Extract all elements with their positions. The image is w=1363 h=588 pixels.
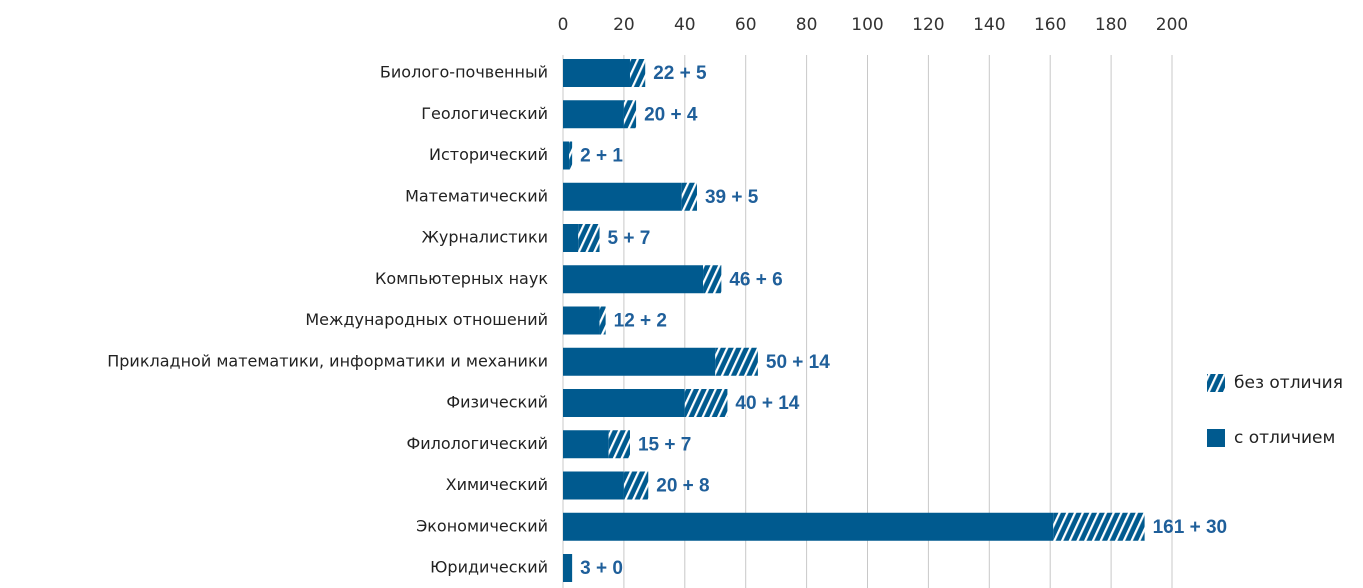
legend-swatch: [1207, 374, 1225, 392]
bar-segment: [629, 59, 646, 87]
x-tick-label: 160: [1034, 15, 1066, 35]
legend-label: с отличием: [1234, 428, 1335, 448]
data-label: 50 + 14: [766, 352, 830, 373]
data-label: 3 + 0: [580, 558, 623, 579]
x-tick-label: 20: [613, 15, 635, 35]
bar-segment: [563, 59, 630, 87]
data-label: 20 + 4: [644, 104, 698, 125]
bar-segment: [563, 347, 716, 376]
bar-segment: [608, 430, 630, 459]
category-label: Прикладной математики, информатики и мех…: [107, 351, 548, 370]
bar-segment: [563, 224, 579, 252]
data-label: 12 + 2: [614, 311, 667, 332]
x-tick-label: 80: [796, 15, 818, 35]
category-label: Компьютерных наук: [375, 269, 548, 288]
x-tick-label: 140: [973, 15, 1005, 35]
data-label: 22 + 5: [653, 63, 707, 84]
data-label: 161 + 30: [1153, 517, 1228, 538]
category-label: Юридический: [430, 558, 548, 577]
x-tick-label: 120: [912, 15, 944, 35]
bar-segment: [563, 554, 573, 582]
bar-segment: [569, 141, 573, 170]
bar-segment: [563, 512, 1054, 541]
bar-segment: [599, 306, 606, 335]
x-tick-label: 100: [851, 15, 883, 35]
data-label: 39 + 5: [705, 187, 759, 208]
category-label: Исторический: [429, 145, 548, 164]
x-tick-label: 40: [674, 15, 696, 35]
category-label: Международных отношений: [305, 310, 548, 329]
data-label: 20 + 8: [656, 476, 709, 497]
category-label: Химический: [446, 475, 548, 494]
x-tick-label: 180: [1095, 15, 1127, 35]
bar-segment: [703, 265, 722, 294]
data-label: 46 + 6: [729, 269, 782, 290]
category-label: Физический: [446, 393, 548, 412]
x-tick-label: 200: [1156, 15, 1188, 35]
data-label: 15 + 7: [638, 434, 691, 455]
bar-segment: [623, 471, 649, 500]
bar-segment: [563, 389, 685, 417]
bar-segment: [563, 265, 704, 294]
category-label: Филологический: [406, 434, 548, 453]
x-tick-label: 0: [558, 15, 569, 35]
data-label: 5 + 7: [608, 228, 651, 249]
bar-segment: [563, 182, 682, 211]
bar-segment: [715, 347, 758, 376]
bar-segment: [563, 141, 570, 170]
bar-segment: [1053, 512, 1145, 541]
category-label: Геологический: [421, 104, 548, 123]
bar-segment: [681, 182, 697, 211]
legend-label: без отличия: [1234, 373, 1343, 393]
bar-segment: [578, 224, 600, 252]
category-label: Экономический: [416, 516, 548, 535]
bar-segment: [623, 100, 637, 129]
bar-segment: [563, 430, 609, 459]
category-label: Журналистики: [422, 228, 548, 247]
category-label: Биолого-почвенный: [380, 63, 548, 82]
bar-segment: [684, 389, 728, 417]
data-label: 2 + 1: [580, 146, 623, 167]
x-tick-label: 60: [735, 15, 757, 35]
bar-segment: [563, 100, 624, 129]
data-label: 40 + 14: [735, 393, 799, 414]
bar-segment: [563, 306, 600, 335]
category-label: Математический: [405, 186, 548, 205]
legend-swatch: [1207, 429, 1225, 447]
bar-segment: [563, 471, 624, 500]
